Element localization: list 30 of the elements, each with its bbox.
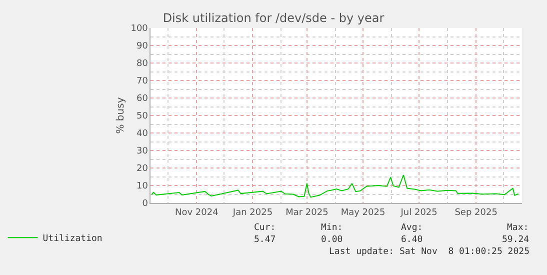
y-tick-label: 40	[136, 129, 148, 140]
legend-label: Utilization	[42, 234, 102, 244]
x-tick-label: Jul 2025	[400, 208, 438, 218]
y-tick-label: 60	[136, 94, 148, 104]
y-tick-label: 100	[130, 24, 148, 34]
text: 6.40	[401, 235, 423, 245]
text: 5.47	[254, 235, 276, 245]
y-tick-label: 80	[136, 59, 148, 70]
chart-title: Disk utilization for /dev/sde - by year	[162, 11, 384, 26]
text: Min:	[321, 223, 343, 233]
text: Last update: Sat Nov 8 01:00:25 2025	[329, 247, 530, 257]
y-tick-label: 90	[136, 42, 148, 52]
x-tick-label: Jan 2025	[232, 208, 273, 218]
y-tick-label: 10	[136, 182, 148, 192]
x-tick-label: Sep 2025	[454, 208, 498, 218]
text: Avg:	[401, 223, 423, 233]
y-tick-label: 50	[136, 112, 148, 122]
line-series	[151, 174, 519, 198]
y-axis-title: % busy	[116, 97, 127, 134]
y-tick-label: 0	[142, 199, 148, 210]
x-tick-label: Nov 2024	[175, 208, 219, 218]
x-tick-label: May 2025	[340, 208, 386, 218]
text: Cur:	[254, 223, 276, 233]
y-tick-label: 70	[136, 76, 148, 87]
y-tick-label: 30	[136, 146, 148, 157]
x-tick-label: Mar 2025	[286, 208, 328, 218]
y-tick-label: 20	[136, 164, 148, 174]
text: Max:	[507, 223, 529, 233]
text: 59.24	[502, 235, 530, 245]
text: 0.00	[321, 235, 343, 245]
